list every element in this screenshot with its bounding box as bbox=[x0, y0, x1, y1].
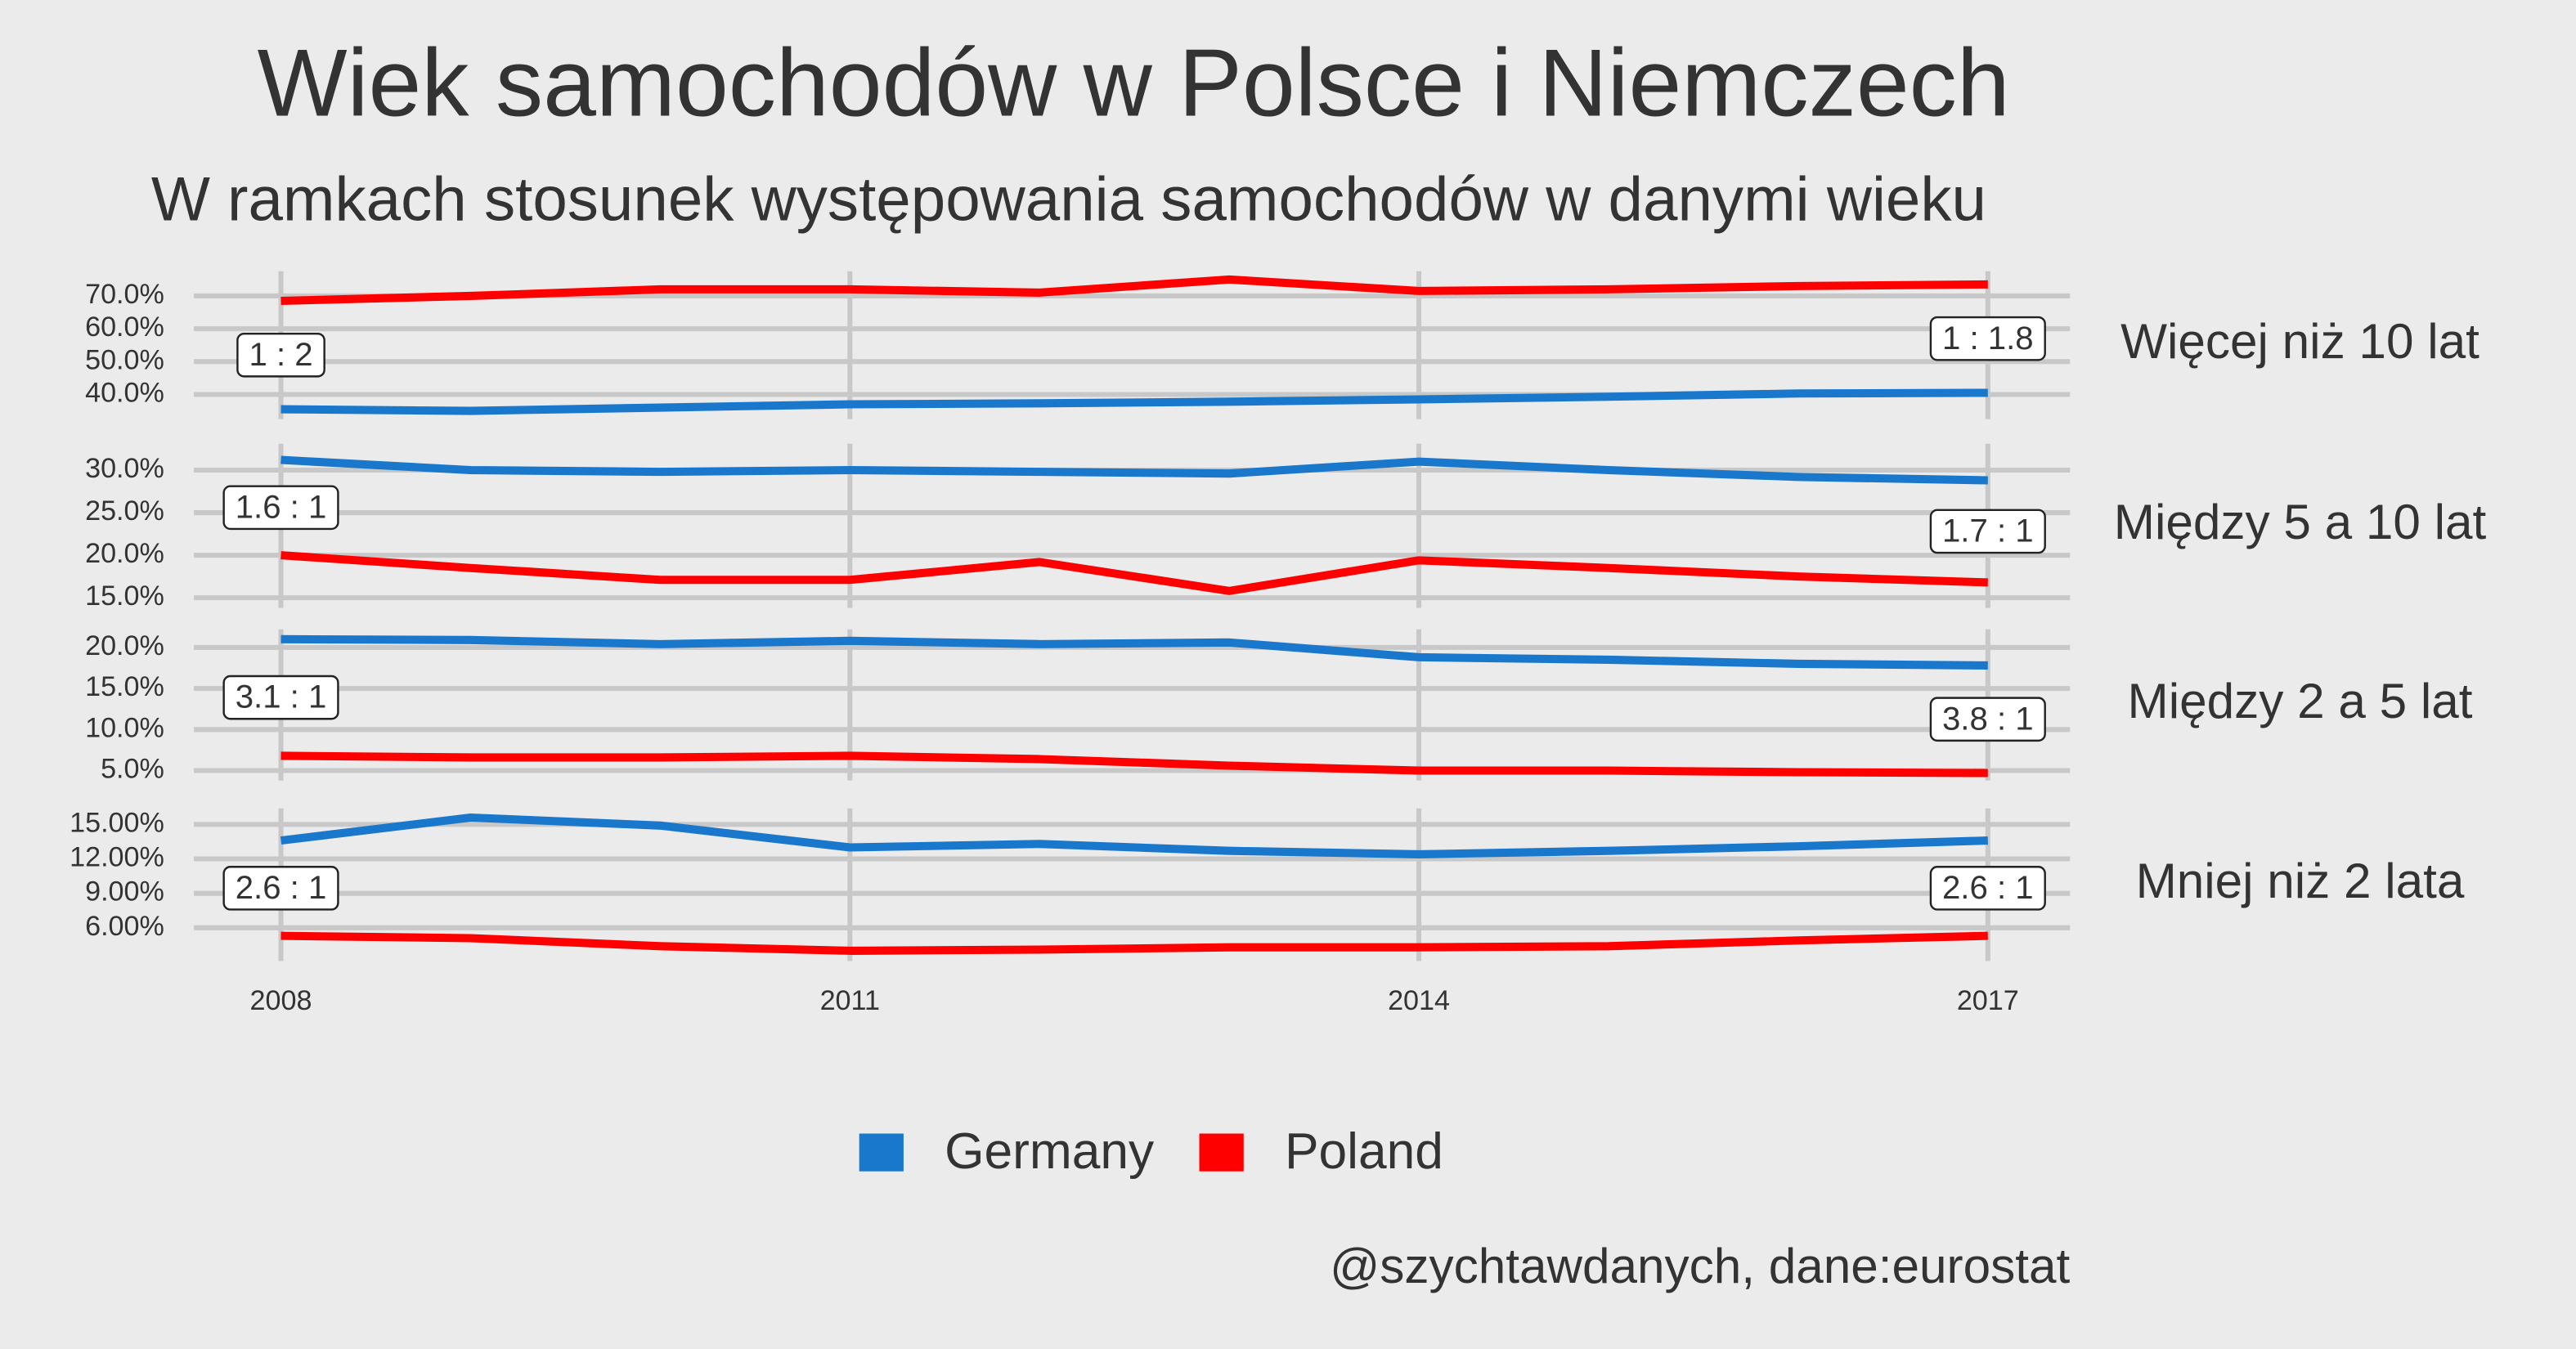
y-tick-label: 20.0% bbox=[85, 538, 164, 569]
data-line bbox=[280, 634, 1988, 670]
chart-subtitle: W ramkach stosunek występowania samochod… bbox=[151, 165, 1986, 235]
ratio-text: 1.7 : 1 bbox=[1942, 513, 2034, 549]
ratio-text: 1.6 : 1 bbox=[236, 488, 327, 525]
ratio-text: 3.8 : 1 bbox=[1942, 700, 2034, 737]
y-tick-label: 60.0% bbox=[85, 311, 164, 343]
data-line bbox=[280, 388, 1988, 415]
legend-swatch bbox=[1199, 1133, 1244, 1172]
ratio-label: 1.6 : 1 bbox=[222, 485, 339, 531]
facet-label: Między 5 a 10 lat bbox=[2114, 494, 2487, 549]
ratio-box bbox=[1929, 697, 2046, 742]
y-tick-label: 40.0% bbox=[85, 377, 164, 408]
ratio-text: 2.6 : 1 bbox=[1942, 869, 2034, 906]
facet-label: Mniej niż 2 lata bbox=[2136, 853, 2465, 908]
ratio-label: 1 : 2 bbox=[236, 332, 325, 378]
chart-title: Wiek samochodów w Polsce i Niemczech bbox=[258, 30, 2010, 137]
ratio-label: 2.6 : 1 bbox=[222, 866, 339, 911]
ratio-box bbox=[222, 485, 339, 531]
ratio-box bbox=[236, 332, 325, 378]
y-tick-label: 50.0% bbox=[85, 344, 164, 375]
ratio-text: 3.1 : 1 bbox=[236, 679, 327, 715]
legend-label: Poland bbox=[1285, 1123, 1443, 1180]
x-tick-label: 2017 bbox=[1957, 985, 2019, 1016]
y-tick-label: 15.0% bbox=[85, 580, 164, 612]
ratio-box bbox=[1929, 509, 2046, 554]
x-tick-label: 2011 bbox=[820, 985, 880, 1016]
facet-label: Więcej niż 10 lat bbox=[2120, 313, 2480, 369]
ratio-box bbox=[222, 866, 339, 911]
ratio-label: 3.1 : 1 bbox=[222, 674, 339, 720]
y-tick-label: 30.0% bbox=[85, 453, 164, 484]
data-line bbox=[280, 275, 1988, 305]
ratio-label: 3.8 : 1 bbox=[1929, 697, 2046, 742]
y-tick-label: 6.00% bbox=[85, 911, 164, 942]
y-tick-label: 15.00% bbox=[70, 807, 164, 838]
caption: @szychtawdanych, dane:eurostat bbox=[1330, 1238, 2070, 1293]
facet-label: Między 2 a 5 lat bbox=[2128, 673, 2473, 728]
legend-swatch bbox=[859, 1133, 904, 1172]
y-tick-label: 70.0% bbox=[85, 279, 164, 310]
ratio-box bbox=[222, 674, 339, 720]
ratio-label: 1.7 : 1 bbox=[1929, 509, 2046, 554]
ratio-label: 2.6 : 1 bbox=[1929, 866, 2046, 911]
data-line bbox=[280, 931, 1988, 955]
ratio-text: 1 : 2 bbox=[249, 336, 312, 373]
y-tick-label: 9.00% bbox=[85, 876, 164, 908]
data-line bbox=[280, 455, 1988, 485]
ratio-box bbox=[1929, 866, 2046, 911]
y-tick-label: 10.0% bbox=[85, 712, 164, 743]
data-line bbox=[280, 551, 1988, 595]
y-tick-label: 20.0% bbox=[85, 630, 164, 661]
y-tick-label: 15.0% bbox=[85, 671, 164, 702]
ratio-box bbox=[1929, 316, 2046, 361]
data-line bbox=[280, 751, 1988, 778]
x-tick-label: 2008 bbox=[250, 985, 312, 1016]
legend-label: Germany bbox=[945, 1123, 1155, 1180]
ratio-label: 1 : 1.8 bbox=[1929, 316, 2046, 361]
x-tick-label: 2014 bbox=[1388, 985, 1450, 1016]
y-tick-label: 25.0% bbox=[85, 495, 164, 527]
ratio-text: 1 : 1.8 bbox=[1942, 320, 2034, 356]
y-tick-label: 12.00% bbox=[70, 842, 164, 873]
data-line bbox=[280, 813, 1988, 858]
ratio-text: 2.6 : 1 bbox=[236, 869, 327, 906]
y-tick-label: 5.0% bbox=[101, 754, 164, 785]
